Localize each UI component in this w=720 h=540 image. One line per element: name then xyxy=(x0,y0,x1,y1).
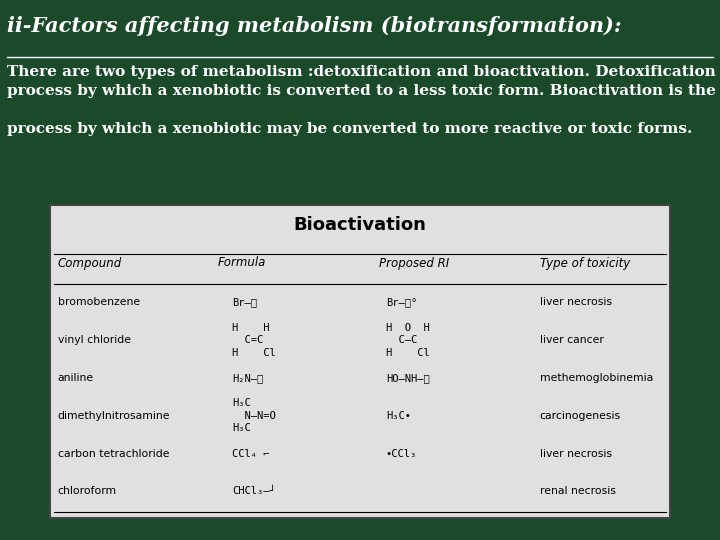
Text: Bioactivation: Bioactivation xyxy=(294,216,426,234)
Text: methemoglobinemia: methemoglobinemia xyxy=(539,373,653,383)
Text: process by which a xenobiotic is converted to a less toxic form. Bioactivation i: process by which a xenobiotic is convert… xyxy=(7,84,716,98)
Text: There are two types of metabolism :detoxification and bioactivation. Detoxificat: There are two types of metabolism :detox… xyxy=(7,65,720,79)
Text: carcinogenesis: carcinogenesis xyxy=(539,411,621,421)
Text: H₃C
  N—N=O
H₃C: H₃C N—N=O H₃C xyxy=(232,399,276,433)
Text: Br—⬡: Br—⬡ xyxy=(232,298,257,307)
Text: liver cancer: liver cancer xyxy=(539,335,603,345)
Text: Type of toxicity: Type of toxicity xyxy=(539,256,630,269)
Text: HO—NH—⬡: HO—NH—⬡ xyxy=(386,373,430,383)
Text: H  O  H
  C—C
H    Cl: H O H C—C H Cl xyxy=(386,323,430,357)
Text: H₂N—⬡: H₂N—⬡ xyxy=(232,373,264,383)
FancyBboxPatch shape xyxy=(50,205,670,518)
Text: liver necrosis: liver necrosis xyxy=(539,449,611,458)
Text: •CCl₃: •CCl₃ xyxy=(386,449,417,458)
Text: carbon tetrachloride: carbon tetrachloride xyxy=(58,449,169,458)
Text: CCl₄ ⌐: CCl₄ ⌐ xyxy=(232,449,269,458)
Text: Formula: Formula xyxy=(217,256,266,269)
Text: CHCl₃—┘: CHCl₃—┘ xyxy=(232,487,276,496)
Text: Proposed RI: Proposed RI xyxy=(379,256,449,269)
Text: aniline: aniline xyxy=(58,373,94,383)
Text: renal necrosis: renal necrosis xyxy=(539,487,616,496)
Text: H    H
  C=C
H    Cl: H H C=C H Cl xyxy=(232,323,276,357)
Text: Compound: Compound xyxy=(58,256,122,269)
Text: dimethylnitrosamine: dimethylnitrosamine xyxy=(58,411,170,421)
Text: Br—⬡°: Br—⬡° xyxy=(386,298,417,307)
Text: vinyl chloride: vinyl chloride xyxy=(58,335,130,345)
Text: liver necrosis: liver necrosis xyxy=(539,298,611,307)
Text: ii-Factors affecting metabolism (biotransformation):: ii-Factors affecting metabolism (biotran… xyxy=(7,16,622,36)
Text: chloroform: chloroform xyxy=(58,487,117,496)
Text: H₃C•: H₃C• xyxy=(386,411,411,421)
Text: process by which a xenobiotic may be converted to more reactive or toxic forms.: process by which a xenobiotic may be con… xyxy=(7,122,693,136)
Text: bromobenzene: bromobenzene xyxy=(58,298,140,307)
